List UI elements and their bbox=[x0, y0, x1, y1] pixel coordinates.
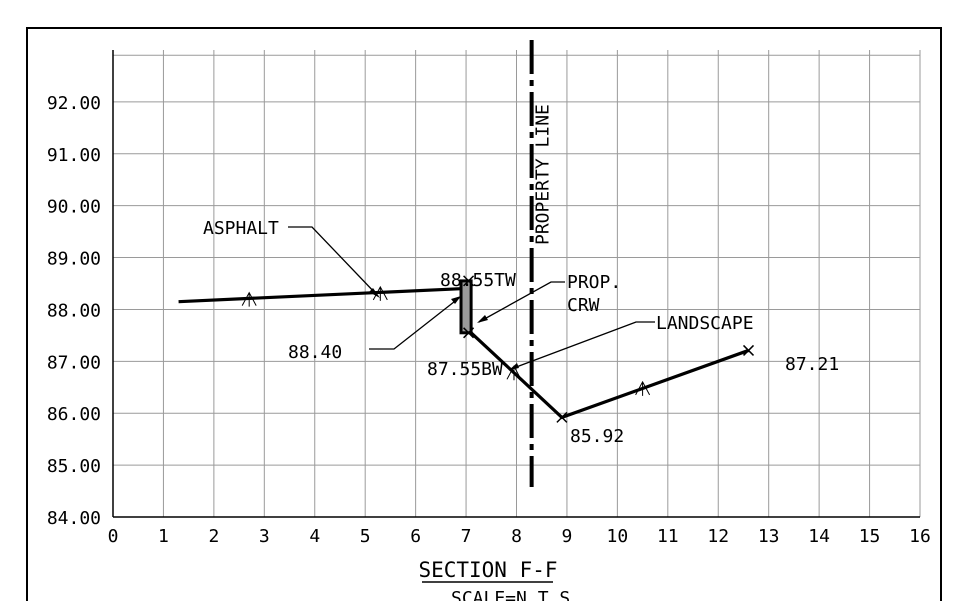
point-marker bbox=[742, 344, 755, 356]
property-line-label: PROPERTY LINE bbox=[533, 104, 554, 245]
crw-label: CRW bbox=[567, 295, 600, 316]
point-marker bbox=[463, 275, 475, 287]
landscape-label: LANDSCAPE bbox=[656, 313, 754, 334]
profile-line bbox=[470, 331, 750, 420]
y-tick-label: 88.00 bbox=[47, 300, 101, 321]
x-tick-label: 7 bbox=[461, 526, 472, 547]
scale-note: SCALE=N.T.S. bbox=[451, 588, 581, 601]
y-tick-label: 89.00 bbox=[47, 249, 101, 270]
arrowhead bbox=[477, 315, 488, 323]
y-tick-label: 84.00 bbox=[47, 508, 101, 529]
arrowhead bbox=[369, 288, 380, 298]
landscape-leader bbox=[510, 321, 655, 370]
profile-line bbox=[178, 287, 462, 304]
point-marker bbox=[556, 411, 568, 423]
tick-labels: 0 1 2 3 4 5 6 7 8 9 10 11 12 13 14 15 1684.0085.0086.008… bbox=[47, 93, 931, 547]
elev-leader bbox=[369, 297, 460, 350]
x-tick-label: 12 bbox=[707, 526, 729, 547]
bottom-wall-label: 87.55BW bbox=[427, 359, 503, 380]
drawing-border bbox=[26, 27, 942, 601]
x-tick-label: 1 bbox=[158, 526, 169, 547]
x-tick-label: 6 bbox=[410, 526, 421, 547]
x-tick-label: 4 bbox=[309, 526, 320, 547]
arrowhead bbox=[509, 363, 519, 370]
y-tick-label: 85.00 bbox=[47, 456, 101, 477]
low-point-label: 85.92 bbox=[570, 426, 624, 447]
x-tick-label: 2 bbox=[208, 526, 219, 547]
y-tick-label: 86.00 bbox=[47, 404, 101, 425]
x-tick-label: 11 bbox=[657, 526, 679, 547]
x-tick-label: 5 bbox=[360, 526, 371, 547]
profile-marks bbox=[178, 40, 755, 487]
section-title: SECTION F-F bbox=[418, 558, 557, 582]
x-tick-label: 15 bbox=[859, 526, 881, 547]
x-tick-label: 10 bbox=[607, 526, 629, 547]
arrowhead bbox=[451, 296, 461, 304]
asphalt-label: ASPHALT bbox=[203, 218, 279, 239]
grid bbox=[112, 50, 921, 518]
y-tick-label: 90.00 bbox=[47, 197, 101, 218]
x-tick-label: 0 bbox=[108, 526, 119, 547]
retaining-wall bbox=[459, 279, 473, 335]
x-tick-label: 16 bbox=[909, 526, 931, 547]
x-tick-label: 13 bbox=[758, 526, 780, 547]
y-tick-label: 91.00 bbox=[47, 145, 101, 166]
annotations: PROPERTY LINE ASPHALT 88.55TW PROP.CRW LANDS… bbox=[203, 104, 839, 447]
x-tick-label: 8 bbox=[511, 526, 522, 547]
prop-label: PROP. bbox=[567, 272, 621, 293]
x-tick-label: 9 bbox=[562, 526, 573, 547]
end-point-label: 87.21 bbox=[785, 354, 839, 375]
top-wall-label: 88.55TW bbox=[440, 270, 516, 291]
asphalt-elev-label: 88.40 bbox=[288, 342, 342, 363]
y-tick-label: 92.00 bbox=[47, 93, 101, 114]
slope-marker bbox=[241, 291, 257, 307]
y-tick-label: 87.00 bbox=[47, 352, 101, 373]
point-marker bbox=[463, 327, 475, 339]
x-tick-label: 14 bbox=[808, 526, 830, 547]
asphalt-leader bbox=[288, 226, 379, 297]
slope-marker bbox=[635, 380, 651, 396]
crw-leader bbox=[478, 281, 565, 323]
x-tick-label: 3 bbox=[259, 526, 270, 547]
